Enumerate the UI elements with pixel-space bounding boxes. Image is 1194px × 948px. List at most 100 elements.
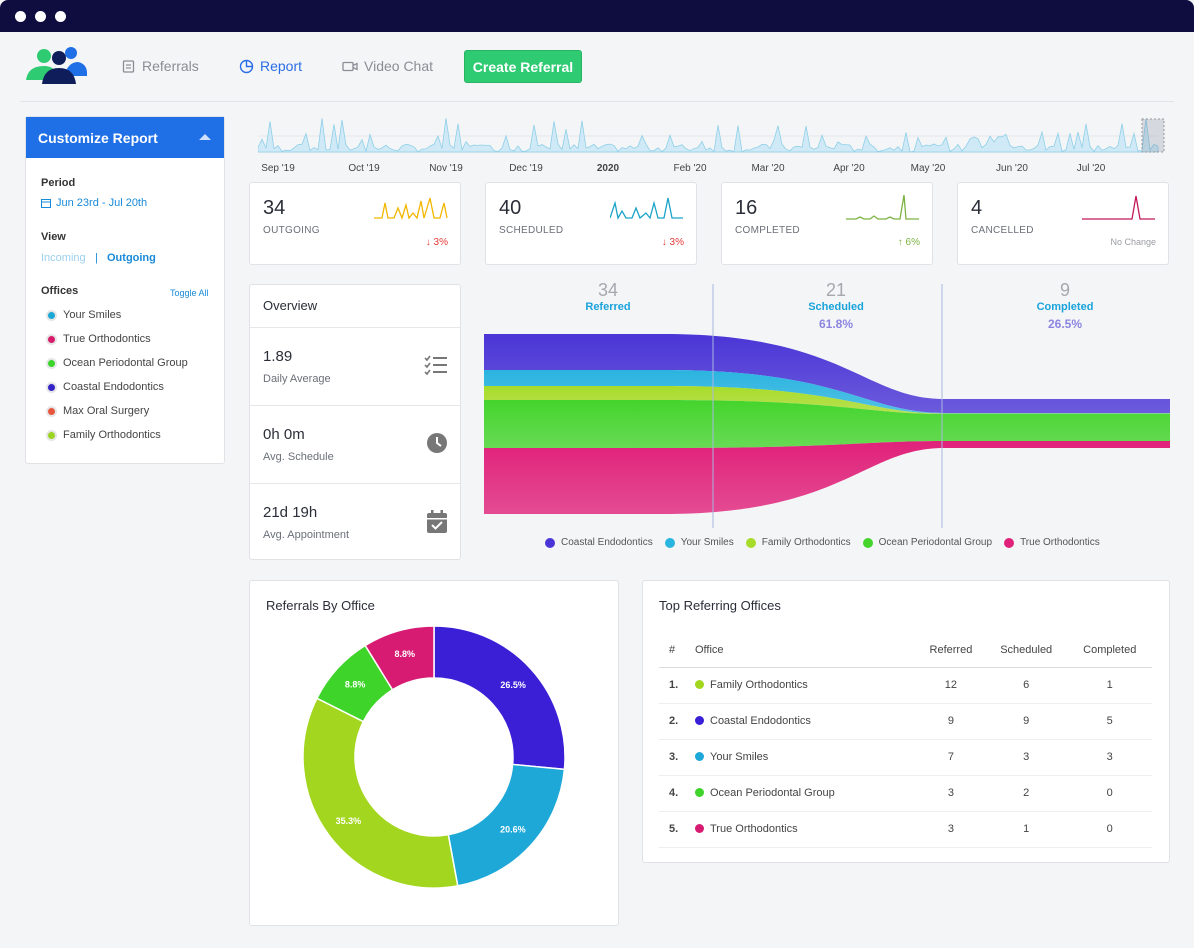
timeline-area <box>258 118 1159 153</box>
create-referral-button[interactable]: Create Referral <box>464 50 582 83</box>
funnel-stream-ocean-periodontal-group[interactable] <box>484 400 1170 448</box>
funnel-legend-item[interactable]: Your Smiles <box>664 537 734 548</box>
row-referred: 9 <box>916 703 985 740</box>
office-filter-item[interactable]: Family Orthodontics <box>46 429 161 441</box>
stat-change: ↓ 3% <box>426 237 448 248</box>
funnel-legend-item[interactable]: Coastal Endodontics <box>545 537 653 548</box>
funnel-legend-label: True Orthodontics <box>1020 537 1100 548</box>
col-referred-header[interactable]: Referred <box>916 633 985 668</box>
legend-dot-icon <box>745 537 756 548</box>
checklist-icon <box>424 355 447 376</box>
col-scheduled-header[interactable]: Scheduled <box>984 633 1068 668</box>
table-row[interactable]: 1. Family Orthodontics 12 6 1 <box>659 667 1152 704</box>
toggle-all-link[interactable]: Toggle All <box>170 288 209 298</box>
avg-schedule-value: 0h 0m <box>263 426 305 443</box>
funnel-stream-coastal-endodontics[interactable] <box>484 334 1170 413</box>
donut-slice-label: 26.5% <box>500 680 526 690</box>
funnel-chart <box>484 284 1170 528</box>
arrow-up-icon: ↑ <box>897 237 906 248</box>
window-titlebar <box>0 0 1194 32</box>
timeline-range-selector[interactable] <box>1141 118 1165 153</box>
customize-report-header[interactable]: Customize Report <box>26 117 224 158</box>
office-color-dot-icon <box>46 309 57 321</box>
row-office-name: Family Orthodontics <box>710 679 808 691</box>
stat-card-scheduled[interactable]: 40 SCHEDULED ↓ 3% <box>485 182 697 265</box>
overview-row-daily-average: 1.89 Daily Average <box>250 327 460 405</box>
office-filter-item[interactable]: Coastal Endodontics <box>46 381 164 393</box>
office-filter-item[interactable]: True Orthodontics <box>46 333 151 345</box>
table-row[interactable]: 2. Coastal Endodontics 9 9 5 <box>659 703 1152 740</box>
funnel-legend-item[interactable]: True Orthodontics <box>1004 537 1100 548</box>
pie-chart-icon <box>239 59 254 73</box>
table-row[interactable]: 4. Ocean Periodontal Group 3 2 0 <box>659 775 1152 812</box>
arrow-down-icon: ↓ <box>661 237 670 248</box>
stat-change: ↓ 3% <box>662 237 684 248</box>
stat-value: 16 <box>735 197 758 219</box>
legend-dot-icon <box>545 537 555 548</box>
funnel-stage-count: 34 <box>597 280 619 300</box>
nav-referrals[interactable]: Referrals <box>121 58 199 74</box>
row-referred: 7 <box>916 739 985 776</box>
row-rank: 5. <box>659 811 695 848</box>
row-office-name: Ocean Periodontal Group <box>710 787 835 799</box>
nav-video-chat[interactable]: Video Chat <box>342 58 433 74</box>
donut-slice-label: 20.6% <box>500 824 526 834</box>
office-filter-item[interactable]: Your Smiles <box>46 309 121 321</box>
view-separator: | <box>95 252 98 264</box>
stat-change-value: No Change <box>1110 237 1156 247</box>
row-office-cell: Family Orthodontics <box>695 667 917 704</box>
video-camera-icon <box>342 61 358 71</box>
donut-chart: 26.5% 20.6% 35.3% 8.8% 8.8% <box>302 625 566 889</box>
col-completed-header[interactable]: Completed <box>1067 633 1152 668</box>
office-filter-item[interactable]: Max Oral Surgery <box>46 405 149 417</box>
stat-change-value: 6% <box>905 237 920 248</box>
overview-panel: Overview 1.89 Daily Average 0h 0m Avg. S… <box>249 284 461 560</box>
row-scheduled: 1 <box>984 811 1068 848</box>
table-header-row: # Office Referred Scheduled Completed <box>659 633 1152 668</box>
funnel-legend-item[interactable]: Family Orthodontics <box>745 537 851 548</box>
period-picker[interactable]: Jun 23rd - Jul 20th <box>41 197 147 209</box>
donut-slice-coastal-endodontics[interactable] <box>433 625 566 771</box>
office-filter-item[interactable]: Ocean Periodontal Group <box>46 357 188 369</box>
collapse-caret-icon[interactable] <box>199 134 211 140</box>
overview-row-avg-schedule: 0h 0m Avg. Schedule <box>250 405 460 483</box>
avg-appointment-value: 21d 19h <box>263 504 318 521</box>
table-row[interactable]: 5. True Orthodontics 3 1 0 <box>659 811 1152 848</box>
funnel-stream-your-smiles[interactable] <box>484 370 1170 414</box>
sparkline-line <box>610 197 683 220</box>
timeline-chart[interactable]: Sep '19 Oct '19 Nov '19 Dec '19 2020 Feb '20 M… <box>258 116 1168 176</box>
stat-value: 4 <box>971 197 983 219</box>
view-incoming-option[interactable]: Incoming <box>41 252 86 264</box>
row-office-name: Your Smiles <box>710 751 769 763</box>
stat-card-completed[interactable]: 16 COMPLETED ↑ 6% <box>721 182 933 265</box>
timeline-tick-label: Mar '20 <box>751 163 784 174</box>
funnel-legend-item[interactable]: Ocean Periodontal Group <box>862 537 992 548</box>
funnel-legend-label: Coastal Endodontics <box>561 537 653 548</box>
stat-label: SCHEDULED <box>499 225 564 236</box>
funnel-stream-family-orthodontics[interactable] <box>484 386 1170 414</box>
top-referring-offices-panel: Top Referring Offices # Office Referred … <box>642 580 1170 863</box>
office-color-dot-icon <box>46 429 57 441</box>
offices-label: Offices <box>41 285 79 297</box>
nav-report[interactable]: Report <box>239 58 302 74</box>
stat-sparkline <box>610 197 683 220</box>
office-color-dot-icon <box>695 680 704 689</box>
stat-card-cancelled[interactable]: 4 CANCELLED No Change <box>957 182 1169 265</box>
window-dot-2-icon <box>35 11 46 22</box>
donut-slice-family-orthodontics[interactable] <box>302 697 459 889</box>
stat-card-outgoing[interactable]: 34 OUTGOING ↓ 3% <box>249 182 461 265</box>
stat-sparkline <box>846 194 919 220</box>
table-row[interactable]: 3. Your Smiles 7 3 3 <box>659 739 1152 776</box>
view-label: View <box>41 231 66 243</box>
office-filter-label: True Orthodontics <box>63 333 151 345</box>
donut-slice-true-orthodontics[interactable] <box>364 625 435 691</box>
row-office-cell: Coastal Endodontics <box>695 703 917 740</box>
office-color-dot-icon <box>46 333 57 345</box>
funnel-stage-label: Scheduled <box>808 301 864 313</box>
row-rank: 4. <box>659 775 695 812</box>
customize-report-title: Customize Report <box>38 130 158 146</box>
funnel-stream-true-orthodontics[interactable] <box>484 441 1170 514</box>
logo-icon[interactable] <box>24 46 88 86</box>
row-office-name: Coastal Endodontics <box>710 715 811 727</box>
view-outgoing-option[interactable]: Outgoing <box>107 252 156 264</box>
